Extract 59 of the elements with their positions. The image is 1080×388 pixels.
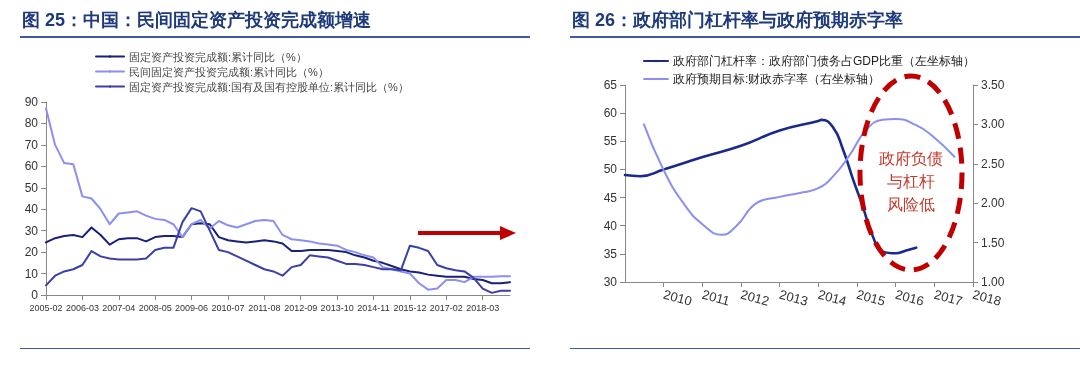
x-tick-label: 2010 — [661, 286, 694, 309]
y2-tick-label: 2.50 — [981, 156, 1005, 171]
chart-title: 图 25：中国：民间固定资产投资完成额增速 — [22, 9, 372, 32]
y-tick-label: 30 — [603, 275, 618, 289]
legend-label: 固定资产投资完成额:累计同比（%） — [129, 50, 307, 63]
legend-label: 政府预期目标:财政赤字率（右坐标轴） — [673, 72, 881, 86]
x-tick-label: 2011 — [700, 286, 732, 309]
x-tick-label: 2017 — [932, 286, 965, 309]
y-tick-label: 55 — [603, 134, 618, 149]
x-tick-label: 2009-06 — [175, 302, 209, 313]
y2-tick-label: 2.00 — [981, 196, 1005, 211]
x-tick-label: 2006-03 — [65, 302, 99, 313]
y-tick-label: 40 — [603, 218, 618, 233]
y2-tick-label: 3.50 — [981, 78, 1005, 92]
x-tick-label: 2013 — [777, 286, 810, 309]
y2-tick-label: 1.50 — [981, 235, 1005, 250]
chart-title: 图 26：政府部门杠杆率与政府预期赤字率 — [572, 9, 904, 32]
line-series — [45, 107, 511, 291]
x-tick-label: 2017-02 — [429, 302, 463, 313]
x-tick-label: 2014 — [816, 286, 849, 309]
y-tick-label: 30 — [24, 223, 39, 238]
y-tick-label: 70 — [24, 137, 39, 152]
line-series — [45, 222, 511, 285]
line-series — [642, 117, 956, 236]
y-tick-label: 0 — [31, 288, 39, 302]
x-tick-label: 2007-04 — [102, 302, 136, 313]
x-tick-label: 2011-08 — [248, 302, 281, 313]
y-tick-label: 60 — [24, 159, 39, 174]
x-tick-label: 2013-10 — [320, 302, 354, 313]
annotation: 风险低 — [887, 195, 935, 213]
y-tick-label: 50 — [24, 180, 39, 195]
x-tick-label: 2012 — [739, 286, 771, 309]
x-tick-label: 2008-05 — [138, 302, 172, 313]
y-tick-label: 10 — [24, 266, 39, 281]
y-tick-label: 90 — [24, 95, 39, 109]
y2-tick-label: 1.00 — [981, 275, 1005, 289]
y2-tick-label: 3.00 — [981, 117, 1005, 132]
y-tick-label: 50 — [603, 162, 618, 177]
y-tick-label: 80 — [24, 116, 39, 131]
x-tick-label: 2018 — [971, 286, 1003, 309]
y-tick-label: 35 — [603, 246, 618, 261]
legend-label: 固定资产投资完成额:国有及国有控股单位:累计同比（%） — [129, 80, 409, 93]
x-tick-label: 2015 — [855, 286, 887, 309]
x-tick-label: 2005-02 — [29, 302, 63, 313]
legend-label: 政府部门杠杆率：政府部门债务占GDP比重（左坐标轴） — [673, 54, 976, 68]
annotation: 政府负债 — [879, 149, 943, 167]
y-tick-label: 40 — [24, 202, 39, 217]
y-tick-label: 45 — [603, 190, 618, 205]
x-tick-label: 2010-07 — [211, 302, 245, 313]
x-tick-label: 2016 — [893, 286, 926, 309]
y-tick-label: 20 — [24, 245, 39, 260]
y-tick-label: 65 — [603, 78, 618, 92]
x-tick-label: 2015-12 — [393, 302, 427, 313]
x-tick-label: 2014-11 — [357, 302, 390, 313]
y-tick-label: 60 — [603, 106, 618, 121]
x-tick-label: 2012-09 — [284, 302, 318, 313]
x-tick-label: 2018-03 — [466, 302, 500, 313]
legend-label: 民间固定资产投资完成额:累计同比（%） — [129, 65, 329, 78]
annotation: 与杠杆 — [887, 172, 935, 190]
